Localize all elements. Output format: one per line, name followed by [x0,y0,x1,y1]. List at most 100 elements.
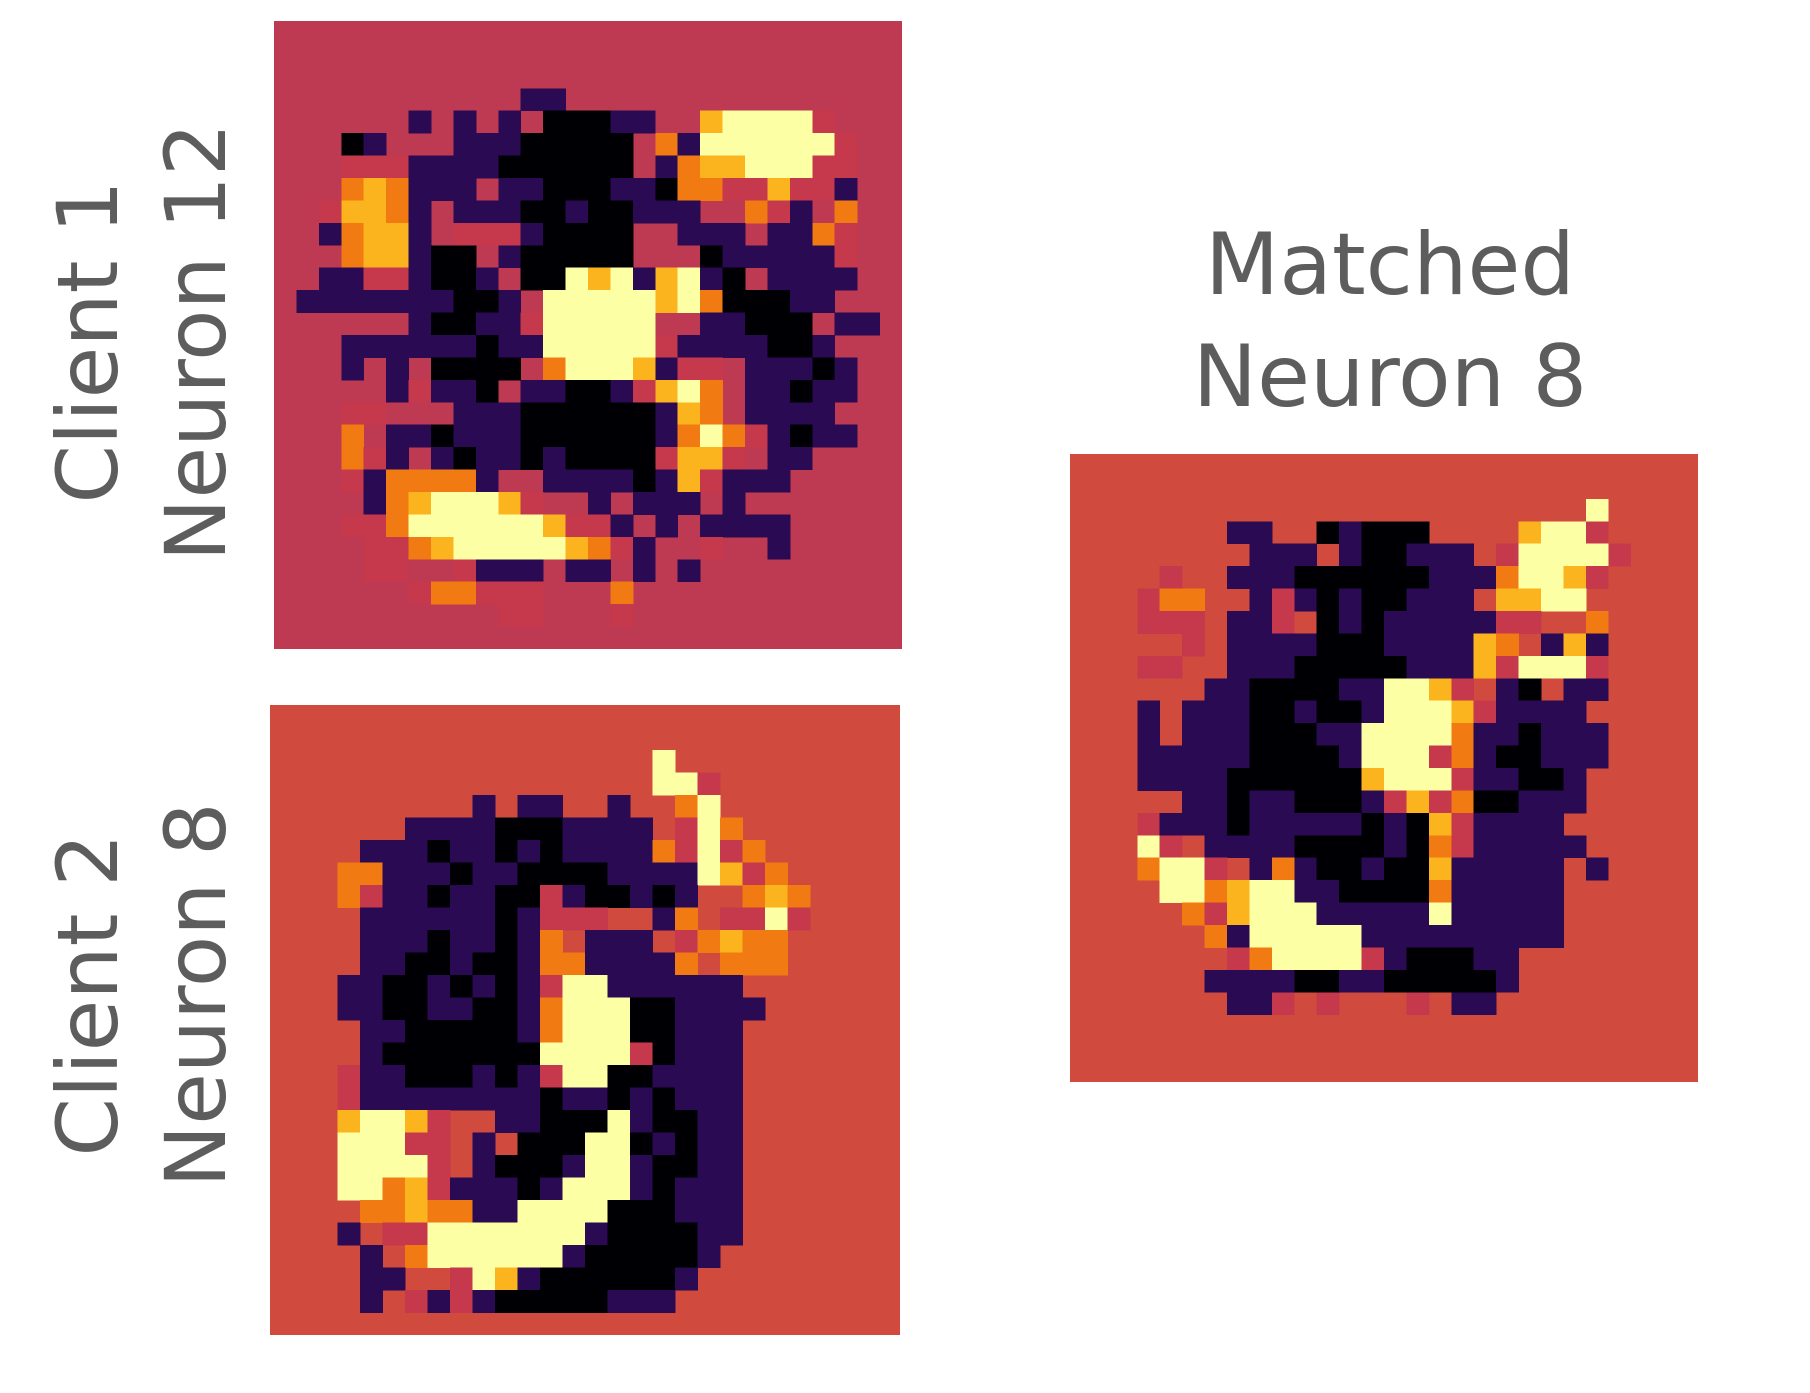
heatmap-cell [608,998,631,1021]
heatmap-cell [383,908,406,931]
heatmap-cell [1272,633,1295,656]
heatmap-cell [1272,566,1295,589]
heatmap-cell [633,290,656,313]
heatmap-cell [1227,925,1250,948]
heatmap-cell [450,863,473,886]
heatmap-cell [383,953,406,976]
heatmap-cell [743,863,766,886]
heatmap-cell [1317,880,1340,903]
heatmap-cell [588,156,611,179]
heatmap-cell [405,953,428,976]
heatmap-cell [585,930,608,953]
heatmap-cell [428,1155,451,1178]
heatmap-cell [675,975,698,998]
heatmap-cell [700,402,723,425]
heatmap-cell [610,447,633,470]
heatmap-cell [1272,678,1295,701]
heatmap-cell [675,1155,698,1178]
heatmap-cell [1227,701,1250,724]
heatmap-cell [633,380,656,403]
heatmap-cell [1160,611,1183,634]
heatmap-cell [563,1268,586,1291]
heatmap-cell [675,930,698,953]
heatmap-cell [1451,835,1474,858]
heatmap-cell [675,1088,698,1111]
heatmap-cell [1406,858,1429,881]
heatmap-cell [678,470,701,493]
heatmap-cell [678,380,701,403]
heatmap-cell [338,1088,361,1111]
heatmap-cell [767,111,790,134]
heatmap-cell [723,133,746,156]
heatmap-cell [360,1268,383,1291]
heatmap-cell [765,908,788,931]
heatmap-cell [566,156,589,179]
heatmap-cell [1406,656,1429,679]
heatmap-cell [653,998,676,1021]
heatmap-cell [566,133,589,156]
heatmap-cell [633,559,656,582]
heatmap-cell [1272,903,1295,926]
heatmap-cell [653,750,676,773]
heatmap-cell [1249,992,1272,1015]
heatmap-cell [566,111,589,134]
heatmap-cell [319,268,342,291]
heatmap-cell [543,335,566,358]
heatmap-cell [1406,790,1429,813]
client1-label: Client 1 [46,180,130,503]
client2-label: Client 2 [46,833,130,1156]
heatmap-cell [835,245,858,268]
heatmap-cell [296,290,319,313]
heatmap-cell [585,1178,608,1201]
heatmap-cell [566,357,589,380]
heatmap-cell [498,223,521,246]
heatmap-cell [498,559,521,582]
heatmap-cell [386,492,409,515]
heatmap-cell [518,1290,541,1313]
heatmap-cell [745,200,768,223]
heatmap-cell [745,313,768,336]
heatmap-cell [678,200,701,223]
heatmap-cell [1227,835,1250,858]
heatmap-cell [1249,723,1272,746]
heatmap-cell [1249,633,1272,656]
heatmap-cell [1406,835,1429,858]
heatmap-cell [386,223,409,246]
heatmap-cell [608,863,631,886]
heatmap-cell [1429,611,1452,634]
heatmap-cell [521,447,544,470]
heatmap-cell [1339,903,1362,926]
heatmap-cell [563,818,586,841]
heatmap-cell [700,111,723,134]
heatmap-cell [698,1245,721,1268]
heatmap-cell [341,268,364,291]
heatmap-cell [1272,790,1295,813]
heatmap-cell [1474,768,1497,791]
heatmap-cell [1406,970,1429,993]
heatmap-cell [1519,521,1542,544]
heatmap-cell [1586,544,1609,567]
heatmap-cell [630,1200,653,1223]
heatmap-cell [1429,633,1452,656]
heatmap-cell [1227,947,1250,970]
heatmap-cell [608,930,631,953]
heatmap-cell [1182,790,1205,813]
heatmap-cell [409,200,432,223]
heatmap-cell [1294,858,1317,881]
heatmap-cell [585,908,608,931]
heatmap-cell [698,930,721,953]
heatmap-cell [405,1223,428,1246]
heatmap-cell [563,885,586,908]
heatmap-cell [1563,835,1586,858]
heatmap-cell [495,998,518,1021]
heatmap-cell [521,402,544,425]
heatmap-cell [383,863,406,886]
heatmap-cell [566,223,589,246]
heatmap-cell [720,1133,743,1156]
heatmap-cell [1249,858,1272,881]
heatmap-cell [364,268,387,291]
heatmap-cell [1160,768,1183,791]
heatmap-cell [630,1110,653,1133]
heatmap-cell [835,425,858,448]
heatmap-cell [428,1043,451,1066]
